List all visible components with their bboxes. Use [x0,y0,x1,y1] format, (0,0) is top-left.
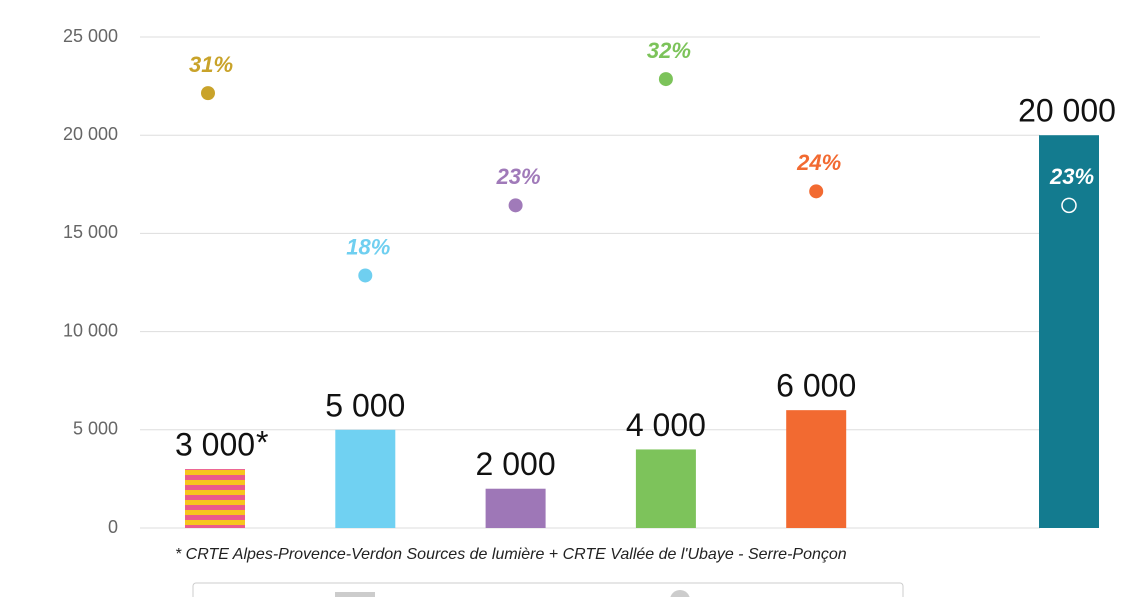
legend-dot [670,590,690,597]
footnote: * CRTE Alpes-Provence-Verdon Sources de … [175,546,847,563]
percent-label: 24% [796,150,841,175]
bar [635,449,696,528]
y-tick-label: 25 000 [63,26,118,46]
y-tick-label: 15 000 [63,222,118,242]
y-tick-label: 5 000 [73,419,118,439]
dot [201,86,215,101]
y-tick-label: 10 000 [63,320,118,340]
bar-value-label: 20 000 [1018,93,1116,129]
bar-value-label: 2 000 [476,446,556,482]
bar [335,429,396,528]
dot [809,184,824,199]
bar-value-label: 6 000 [776,368,856,404]
percent-label: 23% [1049,164,1094,189]
y-tick-label: 20 000 [63,124,118,144]
dot [508,198,523,213]
bar [185,469,245,528]
legend-box [192,582,904,597]
y-tick-label: 0 [108,517,118,537]
percent-label: 31% [189,52,233,77]
percent-label: 32% [647,38,691,63]
bar-value-label: 4 000 [626,407,706,443]
bar-value-label: 5 000 [325,387,405,423]
bar [786,410,847,528]
percent-label: 18% [346,234,390,259]
annotation: * [256,425,268,461]
dot [1061,197,1077,214]
bar [485,488,546,528]
bar-value-label: 3 000 [175,427,255,463]
percent-label: 23% [496,164,541,189]
dot [358,268,373,283]
legend-swatch [335,592,375,597]
dot [658,72,673,87]
bar [1039,135,1099,528]
